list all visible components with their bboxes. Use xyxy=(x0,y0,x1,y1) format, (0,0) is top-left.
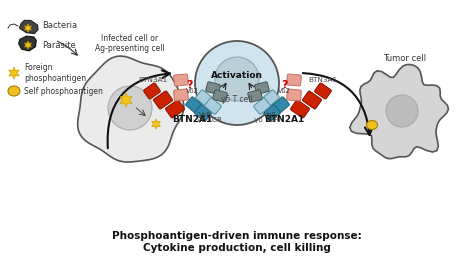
Polygon shape xyxy=(25,24,31,32)
Polygon shape xyxy=(120,93,132,107)
Polygon shape xyxy=(19,20,38,34)
Text: γδ T cell: γδ T cell xyxy=(221,94,253,103)
Text: ?: ? xyxy=(187,80,193,90)
Polygon shape xyxy=(18,36,36,51)
Text: ?: ? xyxy=(282,80,288,90)
FancyBboxPatch shape xyxy=(287,74,301,86)
Text: Vγ9: Vγ9 xyxy=(199,112,211,118)
Polygon shape xyxy=(350,64,448,159)
FancyBboxPatch shape xyxy=(315,83,331,99)
FancyBboxPatch shape xyxy=(255,82,269,94)
Text: Vγ9: Vγ9 xyxy=(264,112,276,118)
Ellipse shape xyxy=(366,120,377,130)
Text: Parasite: Parasite xyxy=(42,41,76,50)
Text: Cytokine production, cell killing: Cytokine production, cell killing xyxy=(143,243,331,253)
Polygon shape xyxy=(152,119,160,129)
Text: Bacteria: Bacteria xyxy=(42,21,77,30)
FancyBboxPatch shape xyxy=(273,97,289,113)
Text: Infected cell or
Ag-presenting cell: Infected cell or Ag-presenting cell xyxy=(95,34,165,53)
Polygon shape xyxy=(25,41,31,49)
Polygon shape xyxy=(9,67,19,79)
FancyBboxPatch shape xyxy=(173,89,188,101)
FancyBboxPatch shape xyxy=(206,82,220,94)
FancyBboxPatch shape xyxy=(213,90,227,102)
Circle shape xyxy=(195,41,279,125)
Text: Vδ2: Vδ2 xyxy=(186,88,199,94)
FancyBboxPatch shape xyxy=(302,91,321,109)
Text: Phosphoantigen-driven immune response:: Phosphoantigen-driven immune response: xyxy=(112,231,362,241)
Text: Foreign
phosphoantigen: Foreign phosphoantigen xyxy=(24,63,86,83)
Text: γδ TCR: γδ TCR xyxy=(197,117,222,123)
FancyBboxPatch shape xyxy=(264,105,281,121)
FancyArrowPatch shape xyxy=(108,70,170,148)
Ellipse shape xyxy=(8,86,20,96)
FancyBboxPatch shape xyxy=(144,83,160,99)
Circle shape xyxy=(386,95,418,127)
FancyBboxPatch shape xyxy=(186,97,202,113)
Text: Self phosphoantigen: Self phosphoantigen xyxy=(24,86,103,95)
FancyBboxPatch shape xyxy=(195,105,211,121)
FancyBboxPatch shape xyxy=(254,98,270,114)
Circle shape xyxy=(215,57,259,101)
FancyBboxPatch shape xyxy=(291,100,310,118)
FancyBboxPatch shape xyxy=(248,90,262,102)
Text: Vδ2: Vδ2 xyxy=(278,88,291,94)
FancyBboxPatch shape xyxy=(205,98,221,114)
Circle shape xyxy=(108,86,152,130)
Text: BTN2A1: BTN2A1 xyxy=(172,115,212,124)
Text: BTN3A1: BTN3A1 xyxy=(138,77,167,83)
Text: BTN3A1: BTN3A1 xyxy=(308,77,337,83)
FancyBboxPatch shape xyxy=(154,91,173,109)
FancyBboxPatch shape xyxy=(287,89,301,101)
FancyBboxPatch shape xyxy=(263,90,279,106)
FancyBboxPatch shape xyxy=(196,90,212,106)
FancyArrowPatch shape xyxy=(303,73,373,135)
Text: BTN2A1: BTN2A1 xyxy=(264,115,304,124)
Text: Activation: Activation xyxy=(211,71,263,80)
Polygon shape xyxy=(78,56,184,162)
Text: γδ TCR: γδ TCR xyxy=(254,117,279,123)
FancyBboxPatch shape xyxy=(165,100,184,118)
FancyBboxPatch shape xyxy=(173,74,188,86)
Text: Tumor cell: Tumor cell xyxy=(383,54,427,63)
